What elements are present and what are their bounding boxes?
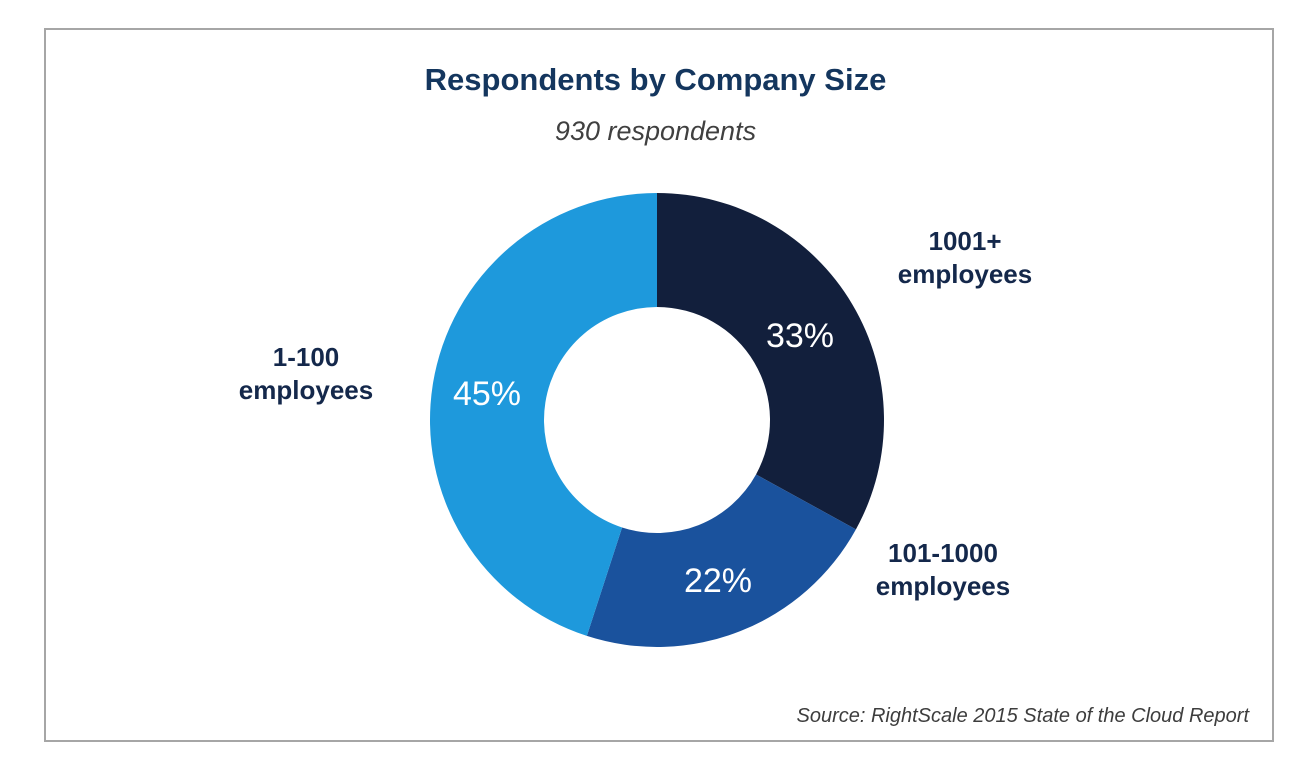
source-note: Source: RightScale 2015 State of the Clo… [796, 705, 1250, 727]
category-label-line: employees [898, 259, 1032, 289]
slice-33pct [657, 193, 884, 530]
slice-45pct [430, 193, 657, 636]
category-label: 101-1000 employees [876, 538, 1010, 601]
slice-22pct [586, 474, 856, 647]
category-label-line: 101-1000 [888, 538, 998, 568]
category-label-line: 1-100 [273, 342, 340, 372]
chart-subtitle: 930 respondents [554, 116, 757, 146]
percent-label: 33% [766, 317, 834, 355]
category-label: 1-100 employees [239, 342, 373, 405]
percent-labels: 33% 22% 45% [453, 317, 834, 600]
percent-label: 22% [684, 562, 752, 600]
category-label-line: employees [876, 571, 1010, 601]
chart-title: Respondents by Company Size [424, 62, 887, 97]
donut-slices [430, 193, 884, 647]
category-label: 1001+ employees [898, 226, 1032, 289]
category-label-line: 1001+ [928, 226, 1001, 256]
category-label-line: employees [239, 375, 373, 405]
percent-label: 45% [453, 375, 521, 413]
